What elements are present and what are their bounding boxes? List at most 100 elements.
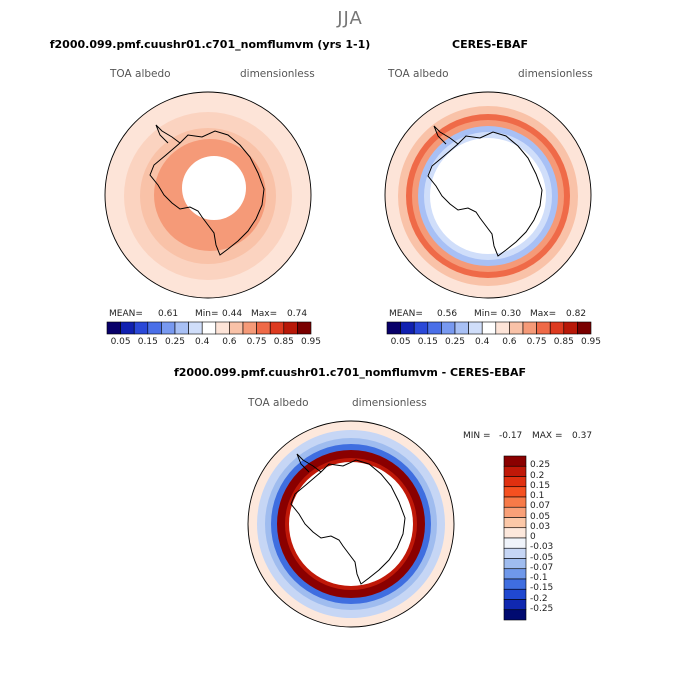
diff-colorbar-label: -0.15 [530,583,554,594]
obs-colorbar-swatch [481,321,497,335]
obs-colorbar-swatch [413,321,429,335]
obs-panel-title: CERES-EBAF [452,38,528,51]
obs-colorbar-swatch [427,321,442,335]
diff-colorbar-swatch [503,465,527,477]
obs-colorbar-tick-label: 0.95 [580,337,602,347]
diff-max-value: 0.37 [572,431,593,441]
obs-mean-value: 0.56 [437,309,458,319]
obs-colorbar-tick-label: 0.85 [553,337,574,347]
obs-mean-label: MEAN= [389,309,423,319]
model-colorbar-swatch [256,321,271,335]
obs-colorbar-swatch [536,321,551,335]
model-max-label: Max= [251,309,278,319]
model-colorbar-tick-label: 0.25 [164,337,186,347]
obs-colorbar [386,321,592,335]
obs-colorbar-tick-label: 0.4 [475,337,490,347]
diff-max-label: MAX = [532,431,563,441]
obs-colorbar-swatch [454,321,469,335]
obs-colorbar-swatch [468,321,483,335]
obs-min-label: Min= [474,309,498,319]
model-colorbar-tick-label: 0.15 [137,337,158,347]
diff-colorbar-swatch [503,506,527,518]
model-colorbar-swatch [174,321,189,335]
obs-colorbar-swatch [400,321,415,335]
model-mean-label: MEAN= [109,309,143,319]
obs-max-value: 0.82 [566,309,587,319]
diff-colorbar-label: 0.05 [530,511,551,522]
obs-colorbar-swatch [563,321,578,335]
model-colorbar-tick-label: 0.05 [110,337,131,347]
model-min-value: 0.44 [222,309,243,319]
diff-colorbar-label: 0.15 [530,480,551,491]
model-colorbar-tick-label: 0.4 [195,337,210,347]
diff-colorbar-label: 0.03 [530,521,551,532]
diff-colorbar-swatch [503,547,527,559]
model-colorbar-swatch [161,321,176,335]
model-colorbar [106,321,312,335]
obs-colorbar-tick-label: 0.25 [444,337,466,347]
diff-colorbar-swatch [503,517,527,529]
diff-units-label: dimensionless [352,397,427,409]
model-colorbar-swatch [215,321,230,335]
diff-colorbar-swatch [503,537,527,549]
model-colorbar-swatch [242,321,257,335]
diff-min-label: MIN = [463,431,491,441]
model-min-label: Min= [195,309,219,319]
diff-colorbar-label: 0.07 [530,501,551,512]
diff-colorbar-swatch [503,476,527,488]
obs-min-value: 0.30 [501,309,522,319]
model-colorbar-tick-label: 0.6 [222,337,237,347]
obs-colorbar-tick-label: 0.15 [417,337,438,347]
model-panel-title: f2000.099.pmf.cuushr01.c701_nomflumvm (y… [49,38,371,51]
obs-colorbar-swatch [441,321,456,335]
diff-colorbar-swatch [503,578,527,590]
diff-colorbar-swatch [503,558,527,570]
model-colorbar-swatch [229,321,244,335]
obs-map [384,91,592,299]
model-units-label: dimensionless [240,68,315,80]
season-title: JJA [337,8,363,29]
obs-colorbar-tick-label: 0.6 [502,337,517,347]
model-colorbar-tick-label: 0.85 [273,337,294,347]
diff-map [247,420,455,628]
model-colorbar-swatch [297,321,312,335]
model-colorbar-swatch [188,321,203,335]
diff-colorbar-swatch [503,599,527,611]
obs-colorbar-tick-label: 0.05 [390,337,411,347]
diff-colorbar-label: 0 [530,532,536,542]
diff-colorbar-swatch [503,527,527,539]
obs-variable-label: TOA albedo [388,68,449,80]
model-colorbar-swatch [106,321,121,335]
obs-max-label: Max= [530,309,557,319]
model-colorbar-swatch [283,321,298,335]
model-colorbar-tick-label: 0.75 [246,337,267,347]
obs-colorbar-swatch [577,321,592,335]
model-map-border [104,91,312,299]
diff-colorbar-label: -0.1 [530,573,548,583]
diff-colorbar-swatch [503,568,527,580]
diff-colorbar-label: -0.07 [530,562,554,573]
diff-colorbar-label: -0.05 [530,552,554,563]
obs-colorbar-swatch [386,321,401,335]
diff-colorbar-swatch [503,455,527,467]
model-mean-value: 0.61 [158,309,179,319]
diff-panel-title: f2000.099.pmf.cuushr01.c701_nomflumvm - … [173,366,526,379]
model-map [104,91,312,299]
model-colorbar-swatch [147,321,162,335]
diff-colorbar-label: 0.25 [530,460,551,471]
model-max-value: 0.74 [287,309,308,319]
obs-map-border [384,91,592,299]
diff-colorbar-label: 0.2 [530,470,545,481]
diff-colorbar-label: -0.2 [530,593,548,604]
diff-colorbar-swatch [503,588,527,600]
diff-colorbar-label: -0.03 [530,542,554,553]
diff-colorbar-swatch [503,496,527,508]
diff-map-border [247,420,455,628]
obs-colorbar-swatch [495,321,510,335]
obs-colorbar-tick-label: 0.75 [526,337,547,347]
model-colorbar-swatch [133,321,149,335]
diff-min-value: -0.17 [499,431,523,441]
diff-variable-label: TOA albedo [248,397,309,409]
model-colorbar-swatch [269,321,285,335]
